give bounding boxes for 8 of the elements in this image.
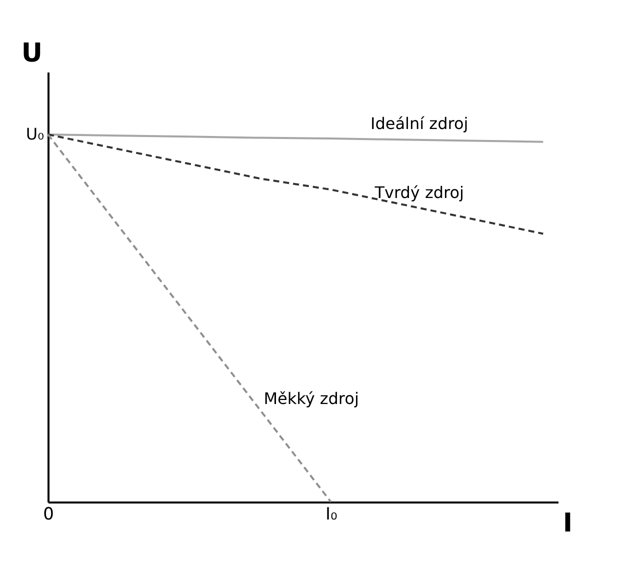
x-axis-title: I bbox=[562, 508, 572, 538]
series-label: Ideální zdroj bbox=[370, 114, 468, 133]
series-label: Měkký zdroj bbox=[264, 389, 359, 408]
x-tick-label: 0 bbox=[43, 504, 54, 524]
text: U₀ bbox=[26, 124, 44, 144]
series-label: Tvrdý zdroj bbox=[374, 182, 464, 202]
y-axis-title: U bbox=[21, 38, 42, 68]
x-tick-label: I₀ bbox=[326, 504, 338, 524]
